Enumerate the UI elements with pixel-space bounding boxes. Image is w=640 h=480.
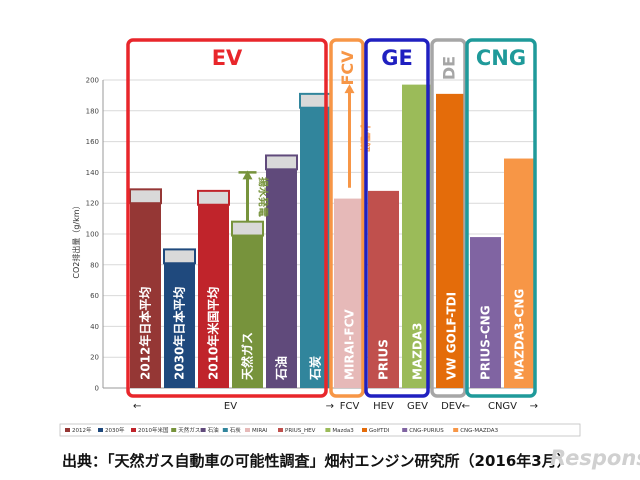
y-tick-label: 60 xyxy=(90,292,99,300)
bar-CNG-MAZDA3 xyxy=(504,158,535,388)
x-category-label: DEV xyxy=(441,401,462,412)
legend-swatch-2012年 xyxy=(65,428,70,432)
bar-cap-2010年米国 xyxy=(197,189,230,206)
y-tick-label: 140 xyxy=(86,169,99,177)
y-tick-label: 100 xyxy=(86,231,99,239)
bar-label-2012年: 2012年日本平均 xyxy=(138,287,153,380)
legend-entry-2012年: 2012年 xyxy=(72,426,92,434)
legend-entry-CNG-MAZDA3: CNG-MAZDA3 xyxy=(460,428,498,434)
bar-GolfTDI xyxy=(436,93,467,389)
group-label-FCV: FCV xyxy=(338,50,357,86)
x-category-label: HEV xyxy=(373,401,394,412)
annotation-text: 揚水発電 xyxy=(257,177,270,217)
x-category-label: EV xyxy=(224,401,237,412)
bar-MIRAI xyxy=(334,198,365,388)
y-tick-label: 40 xyxy=(90,323,99,331)
bar-cap-天然ガス xyxy=(231,220,264,237)
bar-label-天然ガス: 天然ガス xyxy=(240,332,255,380)
bar-label-2030年: 2030年日本平均 xyxy=(172,287,187,380)
y-tick-label: 0 xyxy=(95,385,99,393)
bar-label-石油: 石油 xyxy=(274,356,289,381)
group-box-GE xyxy=(364,38,430,398)
legend-entry-2030年: 2030年 xyxy=(105,426,125,434)
x-category-label: ← xyxy=(462,401,470,412)
bar-PRIUS_HEV xyxy=(368,190,399,388)
bar-cap-2012年 xyxy=(129,188,162,205)
group-box-EV xyxy=(126,38,328,398)
x-category-label: FCV xyxy=(340,401,360,412)
x-category-label: → xyxy=(326,401,334,412)
group-box-DE xyxy=(430,38,467,398)
y-tick-label: 200 xyxy=(86,77,99,85)
bar-label-MIRAI: MIRAI-FCV xyxy=(343,309,357,380)
group-label-CNG: CNG xyxy=(476,46,526,70)
group-box-CNG xyxy=(465,38,537,398)
bar-label-Mazda3: MAZDA3 xyxy=(411,322,425,380)
bar-label-GolfTDI: VW GOLF-TDI xyxy=(445,292,459,380)
legend-swatch-GolfTDI xyxy=(362,428,367,432)
legend-box xyxy=(59,423,581,437)
y-tick-label: 20 xyxy=(90,354,99,362)
legend-entry-石炭: 石炭 xyxy=(230,427,242,434)
bar-2012年 xyxy=(130,203,161,388)
legend-swatch-CNG-PURIUS xyxy=(402,428,408,432)
bar-label-CNG-PURIUS: PRIUS-CNG xyxy=(479,305,493,380)
legend-swatch-天然ガス xyxy=(171,428,177,432)
group-label-GE: GE xyxy=(381,46,413,70)
bar-石油 xyxy=(266,169,297,388)
source-caption: 出典：「天然ガス自動車の可能性調査」畑村エンジン研究所（2016年3月） xyxy=(62,452,572,470)
legend-swatch-MIRAI xyxy=(245,428,250,432)
bar-2010年米国 xyxy=(198,204,229,388)
response-watermark: Response. xyxy=(550,446,640,470)
legend-entry-石油: 石油 xyxy=(208,426,220,434)
legend-swatch-Mazda3 xyxy=(325,428,331,432)
y-axis-label: CO2排出量（g/km） xyxy=(71,201,81,278)
legend-swatch-石油 xyxy=(200,428,206,432)
bar-cap-石油 xyxy=(265,154,298,171)
y-tick-label: 180 xyxy=(86,107,99,115)
y-tick-label: 80 xyxy=(90,261,99,269)
legend-entry-GolfTDI: GolfTDI xyxy=(369,428,390,434)
legend-swatch-2030年 xyxy=(98,428,103,432)
y-tick-label: 160 xyxy=(86,138,99,146)
bar-label-2010年米国: 2010年米国平均 xyxy=(206,287,221,380)
x-category-label: ← xyxy=(133,401,141,412)
x-category-label: CNGV xyxy=(488,401,517,412)
legend-swatch-2010年米国 xyxy=(131,428,136,432)
legend-swatch-PRIUS_HEV xyxy=(278,428,283,432)
group-label-DE: DE xyxy=(440,56,459,80)
annotation-arrow-head xyxy=(242,170,253,180)
legend-entry-MIRAI: MIRAI xyxy=(252,428,268,434)
legend-entry-2010年米国: 2010年米国 xyxy=(138,426,169,434)
group-box-FCV xyxy=(329,38,365,398)
legend-entry-PRIUS_HEV: PRIUS_HEV xyxy=(285,428,316,434)
bar-cap-2030年 xyxy=(163,248,196,265)
annotation-arrow-head xyxy=(344,84,355,94)
bar-label-石炭: 石炭 xyxy=(308,356,323,381)
bar-2030年 xyxy=(164,263,195,388)
y-tick-label: 120 xyxy=(86,200,99,208)
bar-CNG-PURIUS xyxy=(470,237,501,388)
bar-label-PRIUS_HEV: PRIUS xyxy=(377,339,391,380)
legend-swatch-石炭 xyxy=(222,428,228,432)
legend-entry-Mazda3: Mazda3 xyxy=(332,428,354,434)
x-category-label: GEV xyxy=(407,401,428,412)
legend-entry-天然ガス: 天然ガス xyxy=(178,426,200,434)
bar-label-CNG-MAZDA3: MAZDA3-CNG xyxy=(513,289,527,380)
group-label-EV: EV xyxy=(212,46,243,70)
x-category-label: → xyxy=(530,401,538,412)
legend-entry-CNG-PURIUS: CNG-PURIUS xyxy=(409,428,444,434)
bar-天然ガス xyxy=(232,235,263,388)
legend-swatch-CNG-MAZDA3 xyxy=(453,428,459,432)
